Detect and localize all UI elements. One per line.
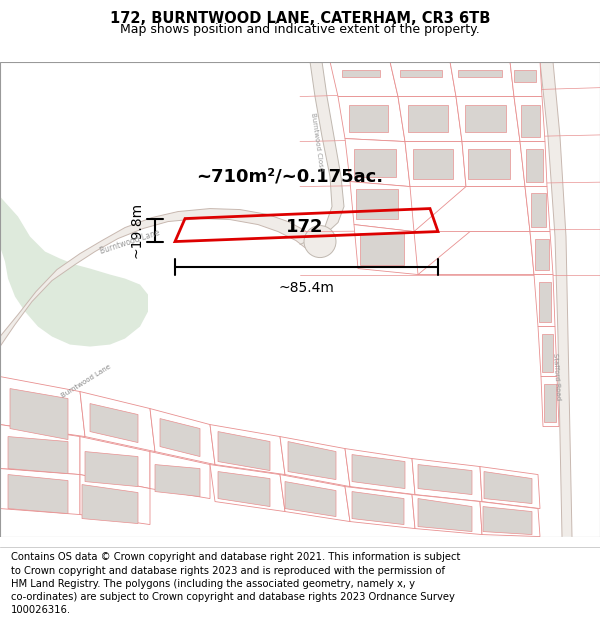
Polygon shape — [345, 486, 415, 529]
Polygon shape — [390, 61, 456, 96]
Polygon shape — [360, 232, 404, 264]
Polygon shape — [480, 466, 540, 509]
Polygon shape — [510, 61, 542, 96]
Text: 172, BURNTWOOD LANE, CATERHAM, CR3 6TB: 172, BURNTWOOD LANE, CATERHAM, CR3 6TB — [110, 11, 490, 26]
Polygon shape — [354, 224, 418, 274]
Text: ~710m²/~0.175ac.: ~710m²/~0.175ac. — [196, 168, 383, 186]
Polygon shape — [538, 326, 557, 376]
Polygon shape — [80, 474, 150, 524]
Polygon shape — [520, 141, 547, 186]
Polygon shape — [8, 474, 68, 514]
Polygon shape — [412, 494, 482, 534]
Polygon shape — [462, 141, 525, 186]
Polygon shape — [352, 454, 405, 489]
Polygon shape — [544, 384, 556, 421]
Polygon shape — [218, 431, 270, 471]
Polygon shape — [160, 419, 200, 456]
Polygon shape — [525, 186, 550, 231]
Polygon shape — [480, 501, 540, 536]
Polygon shape — [150, 409, 215, 464]
Polygon shape — [418, 499, 472, 531]
Polygon shape — [90, 404, 138, 442]
Polygon shape — [458, 69, 502, 76]
Polygon shape — [0, 424, 80, 474]
Polygon shape — [345, 449, 415, 494]
Polygon shape — [345, 139, 410, 186]
Polygon shape — [539, 281, 551, 321]
Polygon shape — [414, 186, 530, 231]
Polygon shape — [456, 96, 520, 141]
Polygon shape — [82, 484, 138, 524]
Polygon shape — [484, 471, 532, 504]
Polygon shape — [0, 469, 80, 514]
Polygon shape — [526, 149, 543, 181]
Text: ~85.4m: ~85.4m — [278, 281, 334, 294]
Polygon shape — [412, 459, 482, 501]
Text: Burntwood Lane: Burntwood Lane — [99, 228, 161, 256]
Polygon shape — [418, 464, 472, 494]
Polygon shape — [542, 334, 553, 371]
Text: Burntwood Close: Burntwood Close — [310, 112, 324, 171]
Polygon shape — [288, 441, 336, 479]
Polygon shape — [468, 149, 510, 179]
Polygon shape — [540, 61, 572, 536]
Polygon shape — [418, 231, 534, 274]
Polygon shape — [400, 69, 442, 76]
Polygon shape — [530, 231, 553, 274]
Polygon shape — [285, 481, 336, 516]
Polygon shape — [350, 181, 414, 231]
Polygon shape — [155, 464, 200, 496]
Polygon shape — [352, 491, 404, 524]
Polygon shape — [413, 149, 453, 179]
Text: Stafford Road: Stafford Road — [553, 352, 562, 401]
Polygon shape — [534, 274, 555, 326]
Polygon shape — [356, 189, 398, 219]
Polygon shape — [535, 239, 549, 269]
Text: Burntwood Lane: Burntwood Lane — [60, 364, 112, 399]
Polygon shape — [80, 436, 150, 489]
Polygon shape — [531, 192, 546, 226]
Polygon shape — [330, 61, 398, 96]
Polygon shape — [408, 104, 448, 131]
Text: Map shows position and indicative extent of the property.: Map shows position and indicative extent… — [120, 23, 480, 36]
Polygon shape — [280, 436, 350, 486]
Polygon shape — [398, 96, 462, 141]
Circle shape — [304, 226, 336, 258]
Polygon shape — [218, 471, 270, 506]
Polygon shape — [10, 389, 68, 439]
Polygon shape — [514, 69, 536, 81]
Polygon shape — [465, 104, 506, 131]
Polygon shape — [483, 506, 532, 534]
Polygon shape — [514, 96, 545, 141]
Polygon shape — [300, 61, 344, 244]
Polygon shape — [150, 451, 210, 499]
Polygon shape — [210, 424, 285, 474]
Polygon shape — [210, 464, 285, 511]
Polygon shape — [0, 61, 148, 346]
Polygon shape — [8, 436, 68, 474]
Polygon shape — [0, 376, 85, 436]
Polygon shape — [280, 474, 350, 521]
Text: 172: 172 — [286, 217, 324, 236]
Polygon shape — [354, 149, 396, 176]
Text: ~19.8m: ~19.8m — [129, 202, 143, 258]
Polygon shape — [80, 391, 155, 451]
Polygon shape — [338, 96, 405, 141]
Polygon shape — [0, 209, 318, 346]
Text: Contains OS data © Crown copyright and database right 2021. This information is : Contains OS data © Crown copyright and d… — [11, 552, 460, 615]
Polygon shape — [342, 69, 380, 76]
Polygon shape — [349, 104, 388, 131]
Polygon shape — [405, 141, 466, 186]
Polygon shape — [541, 376, 559, 426]
Polygon shape — [85, 451, 138, 486]
Polygon shape — [521, 104, 540, 136]
Polygon shape — [450, 61, 514, 96]
